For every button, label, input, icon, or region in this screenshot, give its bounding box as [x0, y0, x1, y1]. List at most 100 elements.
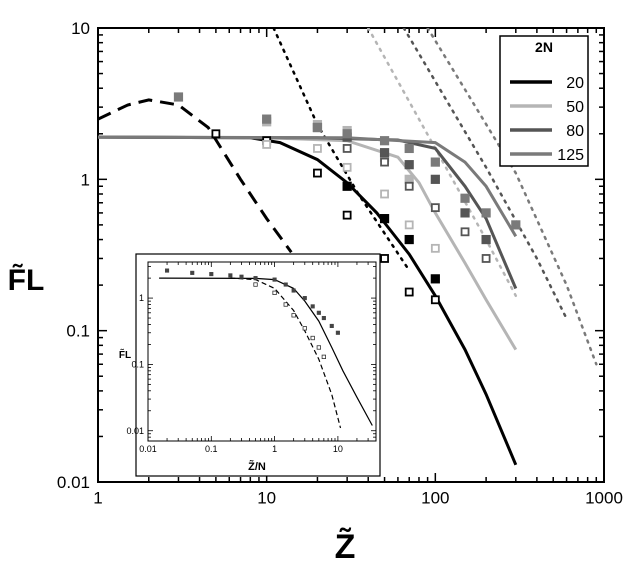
series-50-asymptote [366, 28, 518, 298]
series-20-open-marker [211, 129, 221, 139]
legend-title: 2N [535, 39, 553, 55]
y-axis-label: F̃L [8, 263, 45, 297]
series-80-open-marker [404, 181, 414, 191]
inset-solid-curve [159, 277, 373, 426]
main-y-tick-label: 0.1 [66, 322, 90, 341]
series-20-filled-marker [379, 214, 390, 224]
inset-x-tick-label: 1 [272, 444, 277, 454]
inset-filled-marker [310, 304, 315, 309]
series-125-filled-marker [430, 157, 440, 167]
inset-plot-area [159, 268, 373, 429]
series-80-open-marker [342, 144, 352, 153]
series-80-asymptote [402, 28, 568, 320]
inset-x-tick-label: 10 [333, 444, 343, 454]
series-20-filled-marker [342, 181, 352, 191]
legend-box [499, 35, 589, 167]
inset-y-tick-label: 0.01 [126, 426, 144, 436]
inset-y-tick-label: 0.1 [131, 360, 144, 370]
series-20-open-marker [404, 287, 414, 297]
series-80-filled-marker [379, 148, 390, 158]
inset-open-marker [316, 345, 321, 350]
inset-open-marker [321, 354, 326, 359]
inset-filled-marker [321, 315, 326, 321]
inset-filled-marker [316, 310, 321, 315]
inset-dashed-curve [230, 277, 342, 429]
series-20-filled-marker [404, 234, 414, 245]
main-x-tick-label: 100 [421, 489, 449, 508]
inset-y-axis-label: F̃L [119, 348, 131, 361]
inset-frame [147, 261, 377, 442]
series-50-open-marker [430, 243, 440, 253]
series-50-open-marker [313, 144, 322, 153]
inset-y-tick-label: 1 [139, 293, 144, 303]
series-125-filled-marker [511, 220, 521, 230]
series-125-filled-marker [404, 143, 414, 154]
series-50-open-marker [404, 220, 414, 230]
inset-filled-marker [291, 288, 296, 293]
inset-open-marker [272, 290, 277, 295]
inset-open-marker [302, 326, 307, 331]
series-80-open-marker [380, 157, 389, 167]
series-80-open-marker [481, 254, 491, 263]
series-125-filled-marker [173, 92, 184, 102]
series-80-filled-marker [460, 208, 470, 218]
main-x-tick-label: 10 [257, 489, 276, 508]
main-plot-area [98, 28, 598, 466]
series-80-open-marker [460, 227, 470, 237]
series-20-open-marker [430, 295, 440, 305]
series-125-filled-marker [460, 193, 470, 203]
series-125-filled-marker [262, 114, 272, 124]
main-plot: 1 10 100 1000 0.01 0.1 1 10 [57, 19, 623, 508]
series-80-filled-marker [430, 174, 440, 184]
main-x-tick-label: 1 [93, 489, 102, 508]
series-50-open-marker [342, 162, 352, 172]
inset-x-tick-label: 0.01 [139, 444, 157, 454]
series-125-curve [98, 135, 518, 238]
series-125-filled-marker [379, 136, 390, 146]
inset-filled-marker [335, 330, 340, 335]
inset-filled-marker [239, 274, 244, 279]
series-125-filled-marker [312, 122, 323, 133]
series-125-filled-marker [481, 208, 491, 218]
x-axis-label: Z̃ [335, 527, 356, 566]
inset-filled-marker [283, 282, 288, 287]
inset-filled-marker [190, 270, 195, 275]
dashed-curve [98, 98, 293, 254]
legend: 20 50 80 125 [499, 35, 589, 167]
inset-filled-marker [272, 277, 277, 282]
inset-filled-marker [228, 273, 233, 278]
legend-label-80: 80 [566, 123, 584, 140]
series-80-open-marker [430, 203, 440, 213]
series-50-open-marker [380, 189, 389, 199]
inset-open-marker [291, 313, 296, 318]
legend-label-20: 20 [566, 75, 584, 92]
series-20-open-marker [342, 210, 352, 220]
series-80-filled-marker [481, 234, 491, 245]
main-y-tick-label: 10 [71, 19, 90, 38]
inset-x-axis-label: Z̃/N [248, 460, 266, 473]
inset-open-marker [253, 282, 258, 287]
series-80-filled-marker [404, 160, 414, 170]
main-y-tick-label: 0.01 [57, 473, 90, 492]
inset-filled-marker [209, 272, 214, 277]
inset-x-tick-label: 0.1 [205, 444, 218, 454]
legend-label-50: 50 [566, 99, 584, 116]
inset-open-marker [310, 335, 315, 341]
series-50-open-marker [262, 140, 272, 149]
main-y-tick-label: 1 [81, 170, 90, 189]
main-frame [97, 27, 605, 483]
inset-plot: 0.01 0.1 1 10 0.01 0.1 1 [126, 253, 381, 477]
main-x-tick-label: 1000 [585, 489, 623, 508]
series-20-asymptote [272, 28, 411, 272]
series-125-filled-marker [342, 129, 352, 139]
inset-filled-marker [329, 323, 334, 329]
inset-filled-marker [302, 296, 307, 301]
series-20-filled-marker [430, 274, 440, 284]
series-125-asymptote [426, 28, 598, 366]
series-20-open-marker [313, 168, 322, 178]
inset-filled-marker [253, 276, 258, 281]
inset-filled-marker [165, 268, 170, 273]
series-20-open-marker [380, 254, 389, 263]
